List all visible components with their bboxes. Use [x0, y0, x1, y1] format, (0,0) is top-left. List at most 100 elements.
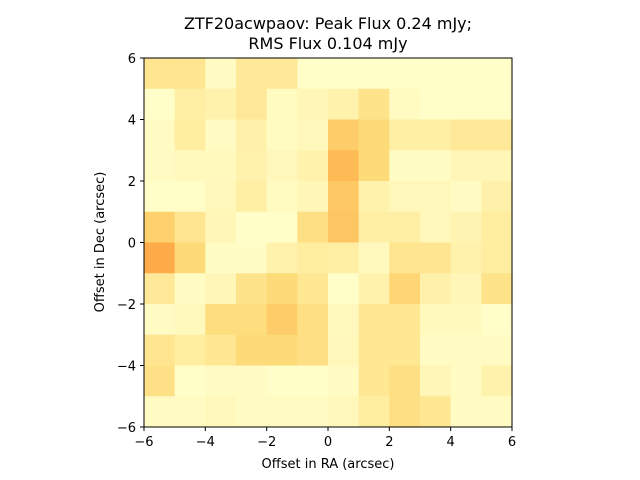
heatmap-cell — [420, 273, 452, 305]
heatmap-cell — [266, 273, 298, 305]
heatmap-cell — [328, 181, 360, 213]
heatmap-cell — [144, 119, 176, 151]
heatmap-cell — [297, 150, 329, 182]
heatmap-cell — [144, 242, 176, 274]
heatmap-cell — [328, 150, 360, 182]
heatmap-cell — [266, 304, 298, 336]
heatmap-cell — [328, 273, 360, 305]
heatmap-cell — [297, 334, 329, 367]
heatmap-cell — [481, 211, 513, 244]
heatmap-cell — [389, 119, 421, 151]
heatmap-cell — [358, 181, 390, 213]
heatmap-cell — [205, 150, 237, 182]
heatmap-cell — [205, 273, 237, 305]
heatmap-cell — [144, 150, 176, 182]
heatmap-cell — [236, 304, 268, 336]
y-tick-label: −4 — [117, 360, 136, 375]
heatmap-cell — [358, 396, 390, 428]
heatmap-cell — [144, 365, 176, 397]
x-tick-label: 0 — [324, 435, 332, 450]
heatmap-cell — [450, 88, 482, 121]
heatmap-cell — [297, 365, 329, 397]
heatmap-cell — [266, 365, 298, 397]
heatmap-cell — [236, 242, 268, 274]
heatmap-cell — [420, 88, 452, 121]
y-tick-label: −6 — [117, 421, 136, 436]
heatmap-cell — [236, 211, 268, 244]
heatmap-cell — [297, 181, 329, 213]
heatmap-cell — [450, 365, 482, 397]
heatmap-cell — [236, 150, 268, 182]
heatmap-cell — [481, 304, 513, 336]
heatmap-cell — [266, 88, 298, 121]
heatmap-cell — [236, 365, 268, 397]
heatmap-cell — [174, 150, 206, 182]
heatmap-cell — [236, 88, 268, 121]
heatmap-cell — [297, 58, 329, 90]
heatmap-cell — [236, 181, 268, 213]
heatmap-cell — [420, 58, 452, 90]
heatmap-cell — [297, 273, 329, 305]
heatmap-cell — [328, 211, 360, 244]
heatmap-cell — [205, 58, 237, 90]
heatmap-cell — [174, 396, 206, 428]
x-tick-label: 4 — [447, 435, 455, 450]
heatmap-cell — [389, 304, 421, 336]
heatmap-cell — [389, 150, 421, 182]
heatmap-cell — [266, 181, 298, 213]
x-tick-label: −2 — [257, 435, 276, 450]
heatmap-cell — [174, 58, 206, 90]
x-tick-label: 6 — [508, 435, 516, 450]
heatmap-cell — [420, 242, 452, 274]
heatmap-cell — [450, 304, 482, 336]
heatmap-cell — [174, 365, 206, 397]
heatmap-cell — [358, 58, 390, 90]
heatmap-cell — [420, 334, 452, 367]
heatmap-cell — [420, 119, 452, 151]
heatmap-cell — [205, 396, 237, 428]
chart-title-line-1: ZTF20acwpaov: Peak Flux 0.24 mJy; — [184, 14, 472, 33]
heatmap-cell — [205, 88, 237, 121]
heatmap-cell — [144, 273, 176, 305]
x-axis-label: Offset in RA (arcsec) — [262, 457, 395, 472]
heatmap-cell — [328, 365, 360, 397]
x-axis-ticks: −6 −4 −2 0 2 4 6 — [134, 427, 516, 450]
heatmap-cell — [450, 58, 482, 90]
heatmap-cell — [205, 181, 237, 213]
heatmap-cell — [420, 396, 452, 428]
x-tick-label: −6 — [134, 435, 153, 450]
heatmap-cell — [236, 334, 268, 367]
heatmap-cells — [144, 58, 513, 428]
y-axis-ticks: −6 −4 −2 0 2 4 6 — [117, 52, 144, 436]
heatmap-cell — [358, 88, 390, 121]
heatmap-cell — [481, 396, 513, 428]
heatmap-cell — [174, 334, 206, 367]
heatmap-cell — [174, 211, 206, 244]
heatmap-cell — [389, 88, 421, 121]
y-axis-label: Offset in Dec (arcsec) — [93, 172, 108, 313]
heatmap-cell — [266, 58, 298, 90]
heatmap-cell — [389, 242, 421, 274]
heatmap-cell — [389, 211, 421, 244]
heatmap-cell — [144, 334, 176, 367]
heatmap-cell — [450, 273, 482, 305]
heatmap-cell — [144, 396, 176, 428]
heatmap-cell — [205, 365, 237, 397]
heatmap-cell — [389, 365, 421, 397]
chart-title-line-2: RMS Flux 0.104 mJy — [248, 34, 407, 53]
heatmap-cell — [481, 334, 513, 367]
heatmap-cell — [174, 119, 206, 151]
heatmap-cell — [358, 242, 390, 274]
heatmap-cell — [450, 334, 482, 367]
heatmap-cell — [144, 181, 176, 213]
heatmap-cell — [144, 88, 176, 121]
heatmap-cell — [481, 181, 513, 213]
heatmap-cell — [297, 242, 329, 274]
heatmap-cell — [328, 119, 360, 151]
heatmap-cell — [266, 211, 298, 244]
heatmap-cell — [144, 211, 176, 244]
heatmap-cell — [450, 242, 482, 274]
heatmap-cell — [328, 304, 360, 336]
heatmap-cell — [236, 273, 268, 305]
heatmap-cell — [358, 119, 390, 151]
